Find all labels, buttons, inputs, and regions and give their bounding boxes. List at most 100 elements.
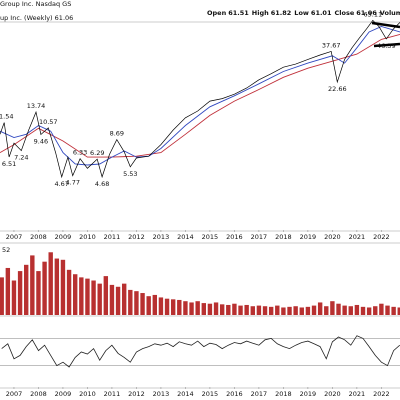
volume-bar [72, 274, 78, 315]
x-tick-label: 2020 [324, 390, 341, 398]
volume-bar [256, 305, 262, 315]
volume-bar [115, 286, 121, 315]
company: Group Inc. [0, 0, 34, 8]
annotation: 4.68 [95, 180, 109, 188]
subtitle: up Inc. (Weekly) [0, 14, 53, 22]
x-tick-label: 2013 [153, 233, 170, 241]
exchange: Nasdaq GS [36, 0, 72, 8]
volume-bar [17, 271, 23, 315]
volume-bar [140, 293, 145, 315]
volume-bar [385, 305, 390, 315]
x-tick-label: 2018 [275, 233, 292, 241]
volume-bar [275, 305, 280, 315]
x-tick-label: 2012 [128, 390, 145, 398]
volume-bar [60, 259, 66, 315]
annotation: 13.74 [27, 102, 46, 110]
x-tick-label: 2012 [128, 233, 145, 241]
volume-scale-label: 52 [2, 246, 10, 254]
x-tick-label: 2010 [79, 390, 96, 398]
annotation: 6.29 [90, 149, 104, 157]
volume-bar [330, 301, 335, 315]
x-tick-label: 2008 [30, 390, 47, 398]
x-tick-label: 2022 [373, 390, 390, 398]
volume-bar [152, 294, 158, 315]
annotation: 6.51 [2, 160, 16, 168]
volume-bar [103, 276, 109, 315]
volume-bar [158, 297, 164, 315]
volume-bar [324, 306, 329, 315]
volume-bar [311, 305, 317, 315]
annotation: 4.67 [54, 180, 68, 188]
subtitle-line: up Inc. (Weekly) 61.06 [0, 14, 73, 22]
annotation: 9.46 [34, 138, 48, 146]
x-tick-label: 2009 [55, 233, 72, 241]
volume-bar [391, 306, 396, 315]
volume-bar [30, 255, 35, 315]
annotation: 8.69 [110, 130, 124, 138]
volume-bar [226, 304, 231, 315]
annotation: 63.11 [364, 10, 383, 18]
volume-bar [36, 271, 41, 315]
volume-bar [287, 306, 292, 315]
volume-bar [195, 301, 200, 315]
volume-bar [121, 283, 127, 315]
x-tick-label: 2009 [55, 390, 72, 398]
volume-bar [336, 303, 341, 315]
volume-bar [128, 289, 133, 315]
annotation: 11.54 [0, 113, 13, 121]
volume-bar [164, 298, 170, 315]
volume-bar [219, 304, 225, 315]
volume-bar [268, 306, 274, 315]
volume-bar [238, 305, 243, 315]
volume-bar [5, 267, 11, 315]
x-tick-label: 2007 [6, 390, 23, 398]
quote-value: 61.06 [356, 9, 377, 17]
volume-bar [354, 304, 360, 315]
volume-bar [109, 284, 115, 315]
x-tick-label: 2017 [251, 390, 268, 398]
quote-label: Low [294, 9, 309, 17]
volume-bar [97, 283, 102, 315]
volume-bar [317, 302, 323, 315]
volume-bar [250, 306, 255, 315]
x-tick-label: 2014 [177, 233, 194, 241]
volume-bar [201, 303, 206, 315]
volume-bar [48, 252, 53, 315]
x-tick-label: 2021 [349, 390, 366, 398]
price-line [0, 26, 400, 166]
x-tick-label: 2011 [104, 233, 121, 241]
volume-bar [397, 307, 400, 315]
x-tick-label: 2019 [300, 390, 317, 398]
annotation: 4.77 [66, 179, 80, 187]
x-tick-label: 2010 [79, 233, 96, 241]
x-tick-label: 2013 [153, 390, 170, 398]
x-tick-label: 2008 [30, 233, 47, 241]
volume-bar [342, 305, 347, 315]
annotation: 6.33 [73, 149, 87, 157]
x-tick-label: 2020 [324, 233, 341, 241]
volume-bar [79, 277, 84, 315]
x-tick-label: 2019 [300, 233, 317, 241]
volume-bar [146, 296, 151, 315]
annotation: 46.39 [377, 42, 396, 50]
x-tick-label: 2011 [104, 390, 121, 398]
volume-bar [281, 307, 286, 315]
volume-bar [91, 280, 96, 315]
volume-bar [183, 301, 188, 315]
x-tick-label: 2007 [6, 233, 23, 241]
quote-label: Volume [380, 9, 400, 17]
annotation: 37.67 [322, 41, 341, 49]
quote-value: 61.01 [311, 9, 332, 17]
price-line [0, 19, 400, 179]
quote-label: Close [334, 9, 354, 17]
volume-bar [244, 304, 249, 315]
volume-bar [42, 261, 47, 315]
annotation: 22.66 [328, 85, 347, 93]
volume-bar [213, 302, 219, 315]
volume-bar [379, 303, 384, 315]
x-tick-label: 2015 [202, 390, 219, 398]
volume-bar [293, 306, 298, 315]
x-tick-label: 2016 [226, 233, 243, 241]
price-line [1, 335, 400, 368]
